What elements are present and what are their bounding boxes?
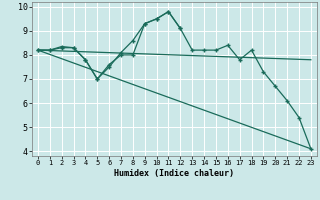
X-axis label: Humidex (Indice chaleur): Humidex (Indice chaleur) [115,169,234,178]
